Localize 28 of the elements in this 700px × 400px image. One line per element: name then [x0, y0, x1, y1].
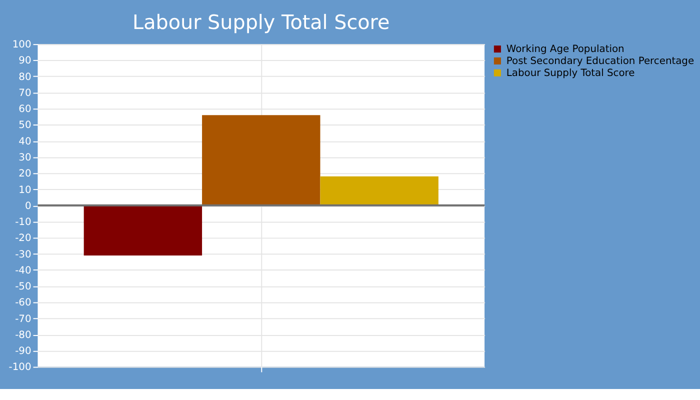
legend-label: Post Secondary Education Percentage: [506, 56, 694, 67]
y-tick-label: 90: [18, 56, 32, 67]
y-tick-label: 70: [18, 88, 32, 99]
bar: [202, 115, 320, 206]
y-tick-label: 10: [18, 184, 32, 196]
y-tick-label: -80: [15, 330, 32, 341]
y-tick-label: 0: [24, 200, 32, 212]
legend-label: Labour Supply Total Score: [506, 68, 635, 79]
y-tick-label: -100: [8, 362, 32, 374]
bar: [320, 176, 438, 206]
bar: [84, 205, 202, 256]
chart-title: Labour Supply Total Score: [132, 11, 390, 34]
y-tick-label: -20: [15, 233, 32, 244]
y-tick-label: -60: [15, 298, 32, 309]
y-tick-label: 80: [18, 72, 32, 83]
y-tick-label: 50: [18, 120, 32, 132]
y-tick-label: 40: [18, 136, 32, 148]
y-tick-label: -70: [15, 314, 32, 325]
y-tick-label: -10: [15, 217, 32, 228]
legend-label: Working Age Population: [506, 44, 624, 56]
y-tick-label: 20: [18, 168, 32, 180]
y-tick-label: 30: [18, 152, 32, 164]
y-tick-label: 60: [18, 104, 32, 116]
y-tick-label: -40: [15, 265, 32, 276]
y-tick-label: -50: [15, 282, 32, 293]
y-tick-label: -30: [15, 249, 32, 260]
y-tick-label: -90: [15, 346, 32, 358]
y-tick-label: 100: [12, 40, 32, 51]
